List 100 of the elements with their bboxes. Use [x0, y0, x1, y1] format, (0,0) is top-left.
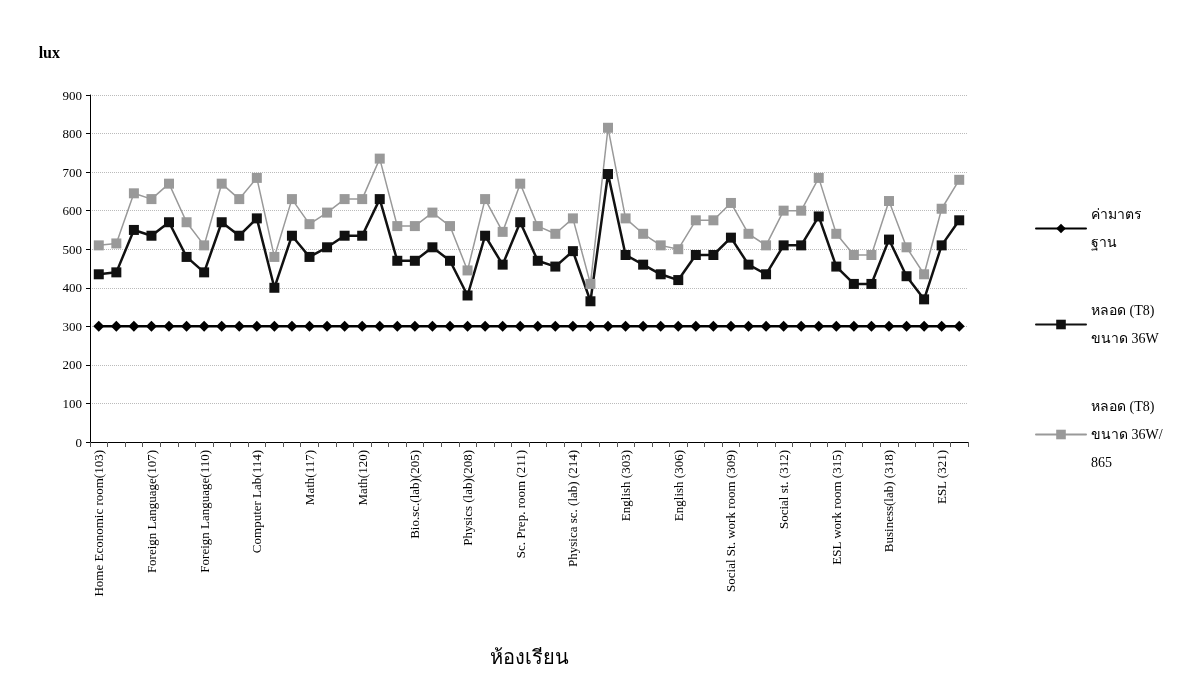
- point: [901, 271, 912, 282]
- point: [549, 320, 561, 332]
- point: [936, 320, 948, 332]
- point: [251, 172, 262, 183]
- point: [181, 320, 193, 332]
- point: [444, 221, 455, 232]
- point: [830, 320, 842, 332]
- point: [901, 242, 912, 253]
- x-tick-label: Computer Lab(114): [249, 450, 265, 554]
- point: [672, 320, 684, 332]
- point: [761, 269, 772, 280]
- point: [163, 320, 175, 332]
- point: [322, 242, 333, 253]
- point: [637, 320, 649, 332]
- point: [918, 320, 930, 332]
- y-tick-label: 300: [62, 318, 82, 334]
- point: [199, 267, 210, 278]
- point: [233, 320, 245, 332]
- point: [357, 230, 368, 241]
- point: [848, 278, 859, 289]
- point: [427, 207, 438, 218]
- point: [901, 320, 913, 332]
- point: [866, 278, 877, 289]
- point: [620, 250, 631, 261]
- x-tick-label: Foreign Language(107): [143, 450, 159, 574]
- point: [339, 194, 350, 205]
- point: [954, 215, 965, 226]
- point: [936, 203, 947, 214]
- point: [883, 196, 894, 207]
- point: [532, 255, 543, 266]
- x-tick-label: Physics (lab)(208): [460, 450, 476, 546]
- point: [585, 278, 596, 289]
- point: [725, 320, 737, 332]
- point: [655, 240, 666, 251]
- y-tick-label: 500: [62, 241, 82, 257]
- point: [146, 230, 157, 241]
- point: [304, 219, 315, 230]
- point: [707, 320, 719, 332]
- point: [761, 240, 772, 251]
- point: [304, 251, 315, 262]
- point: [708, 215, 719, 226]
- point: [620, 213, 631, 224]
- x-axis-title: ห้องเรียน: [489, 646, 569, 668]
- point: [444, 320, 456, 332]
- point: [690, 215, 701, 226]
- point: [673, 244, 684, 255]
- point: [848, 320, 860, 332]
- point: [883, 320, 895, 332]
- point: [426, 320, 438, 332]
- point: [725, 232, 736, 243]
- point: [743, 228, 754, 239]
- point: [181, 251, 192, 262]
- point: [216, 320, 228, 332]
- legend-label: ค่ามาตรฐาน: [1091, 207, 1142, 251]
- point: [234, 194, 245, 205]
- point: [796, 240, 807, 251]
- point: [602, 320, 614, 332]
- point: [111, 238, 122, 249]
- point: [865, 320, 877, 332]
- point: [269, 282, 280, 293]
- x-tick-label: Foreign Language(110): [196, 450, 212, 573]
- point: [848, 250, 859, 261]
- x-tick-label: Social st. (312): [776, 450, 792, 530]
- point: [690, 250, 701, 261]
- point: [515, 217, 526, 228]
- point: [286, 194, 297, 205]
- point: [339, 230, 350, 241]
- point: [514, 320, 526, 332]
- point: [128, 224, 139, 235]
- y-tick-label: 800: [62, 126, 82, 142]
- point: [110, 320, 122, 332]
- y-tick-label: 900: [62, 87, 82, 103]
- point: [813, 172, 824, 183]
- point: [919, 294, 930, 305]
- point: [251, 213, 262, 224]
- point: [603, 122, 614, 133]
- y-tick-label: 0: [75, 434, 82, 450]
- x-tick-label: Sc. Prep. room (211): [512, 450, 528, 559]
- point: [93, 320, 105, 332]
- legend-label: หลอด (T8) ขนาด 36W/865: [1091, 399, 1163, 470]
- y-tick-label: 700: [62, 164, 82, 180]
- point: [655, 320, 667, 332]
- x-tick-label: Bio.sc.(lab)(205): [407, 450, 423, 539]
- x-tick-label: English (306): [670, 450, 686, 522]
- point: [584, 320, 596, 332]
- point: [339, 320, 351, 332]
- x-tick-label: Physica sc. (lab) (214): [565, 450, 581, 567]
- point: [585, 296, 596, 307]
- point: [953, 320, 965, 332]
- point: [866, 250, 877, 261]
- y-tick-label: 100: [62, 395, 82, 411]
- point: [883, 234, 894, 245]
- point: [409, 320, 421, 332]
- point: [304, 320, 315, 332]
- x-tick-label: Business(lab) (318): [881, 450, 897, 553]
- point: [778, 205, 789, 216]
- point: [128, 320, 140, 332]
- point: [269, 251, 280, 262]
- point: [199, 240, 210, 251]
- point: [462, 290, 473, 301]
